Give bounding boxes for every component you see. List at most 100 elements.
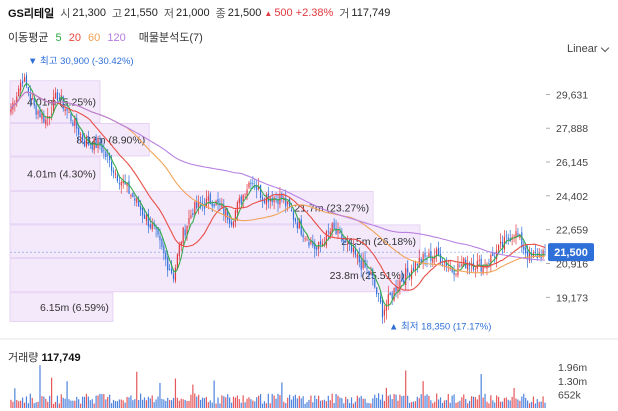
volume-bar	[393, 394, 395, 408]
candle-body	[302, 234, 304, 238]
volume-bar	[401, 396, 403, 408]
candle-body	[238, 198, 240, 204]
volume-bar	[337, 395, 339, 408]
candle-body	[492, 252, 494, 257]
candle-body	[381, 300, 384, 318]
volume-bar	[91, 399, 93, 408]
candle-body	[407, 268, 409, 273]
high-price: 21,550	[124, 7, 158, 19]
candle-body	[101, 144, 103, 153]
volume-bar	[496, 395, 498, 408]
volume-bar	[461, 397, 463, 408]
sales-analysis-toggle[interactable]: 매물분석도(7)	[138, 32, 203, 44]
volume-bar	[352, 403, 355, 408]
volume-bar	[544, 402, 546, 408]
volume-bar	[184, 399, 186, 408]
volume-tick-label: 1.96m	[558, 362, 587, 374]
volume-bar	[41, 396, 43, 408]
volume-bar	[236, 395, 238, 408]
candle-body	[250, 182, 252, 185]
candle-body	[68, 112, 70, 113]
y-tick-label: 24,402	[556, 191, 588, 203]
volume-bar	[232, 396, 235, 408]
candle-body	[350, 244, 353, 252]
volume-bar	[134, 399, 136, 408]
volume-title: 거래량 117,749	[8, 349, 81, 365]
scale-dropdown[interactable]: Linear	[567, 43, 609, 55]
candle-body	[387, 294, 389, 306]
close-label: 종	[215, 8, 226, 20]
volume-bar	[505, 397, 507, 408]
candle-body	[85, 138, 88, 147]
candle-body	[436, 248, 438, 256]
volume-label: 거	[339, 8, 350, 20]
candle-body	[221, 204, 223, 208]
candle-body	[143, 214, 146, 219]
volume-profile-bar	[9, 292, 114, 322]
volume-bar	[261, 403, 264, 408]
volume-bar	[492, 400, 494, 408]
candle-body	[225, 208, 227, 218]
volume-bar	[517, 399, 519, 408]
volume-bar	[426, 394, 428, 408]
candle-body	[501, 241, 504, 247]
volume-profile-bar	[9, 258, 409, 293]
candle-body	[321, 243, 324, 246]
candle-body	[329, 231, 331, 235]
candle-body	[39, 110, 41, 118]
moving-average-legend[interactable]: 이동평균 5 20 60 120 매물분석도(7)	[8, 29, 207, 45]
candle-body	[319, 241, 322, 245]
volume-bar	[14, 388, 16, 408]
volume-bar	[459, 400, 461, 408]
volume-bar	[93, 403, 95, 408]
candle-body	[176, 254, 178, 269]
candle-body	[451, 267, 453, 272]
volume-bar	[167, 397, 169, 408]
ma-60[interactable]: 60	[88, 32, 101, 44]
candle-body	[16, 96, 18, 103]
candle-body	[184, 229, 186, 236]
volume-bar	[244, 402, 246, 408]
volume-bar	[389, 394, 391, 408]
volume-bar	[43, 396, 45, 408]
volume-bar	[391, 399, 393, 408]
ma-5[interactable]: 5	[55, 32, 62, 44]
candle-body	[368, 270, 370, 275]
volume-bar	[525, 397, 527, 408]
moving-average-line-5	[10, 82, 546, 307]
candle-body	[161, 239, 163, 247]
candle-body	[182, 227, 184, 244]
candle-body	[259, 184, 262, 198]
volume-bar	[149, 398, 151, 408]
candle-body	[428, 252, 430, 258]
candle-body	[457, 263, 459, 276]
volume-bar	[474, 397, 476, 408]
volume-bar	[169, 399, 171, 408]
volume-bar	[453, 394, 455, 408]
volume-profile-label: 4.01m (5.25%)	[27, 97, 96, 109]
volume-bar	[397, 400, 399, 408]
volume-bar	[418, 398, 420, 408]
candle-body	[507, 237, 509, 240]
volume-bar	[107, 396, 109, 408]
volume-bar	[290, 399, 293, 408]
candle-body	[430, 250, 432, 261]
candle-body	[385, 304, 387, 311]
volume-bar	[56, 395, 59, 408]
volume-bar	[378, 393, 380, 408]
volume-bar	[21, 397, 24, 408]
candle-body	[542, 250, 544, 257]
volume-bar	[298, 395, 300, 408]
volume-value: 117,749	[351, 7, 391, 19]
volume-bar	[12, 401, 14, 408]
volume-bar	[229, 397, 231, 408]
volume-bar	[213, 380, 215, 408]
ma-120[interactable]: 120	[107, 32, 126, 44]
ma-20[interactable]: 20	[68, 32, 81, 44]
volume-bar	[217, 397, 219, 408]
volume-bar	[414, 401, 416, 408]
volume-bar	[438, 399, 440, 408]
volume-bar	[348, 403, 351, 408]
candle-body	[389, 292, 391, 296]
